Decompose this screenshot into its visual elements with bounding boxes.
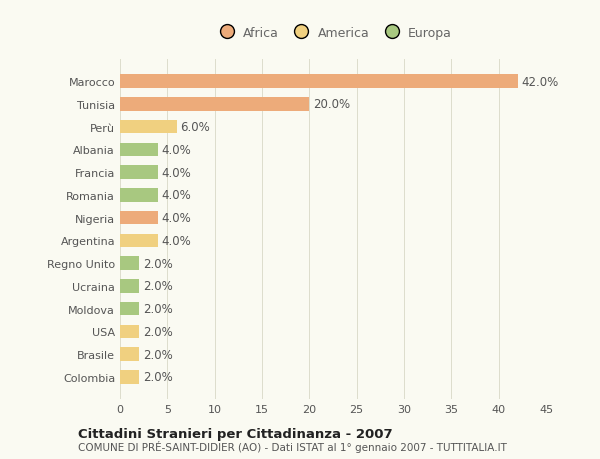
Text: 4.0%: 4.0% <box>161 212 191 224</box>
Text: 2.0%: 2.0% <box>143 325 172 338</box>
Bar <box>120 280 139 293</box>
Text: 42.0%: 42.0% <box>521 75 559 89</box>
Text: 4.0%: 4.0% <box>161 235 191 247</box>
Text: COMUNE DI PRÉ-SAINT-DIDIER (AO) - Dati ISTAT al 1° gennaio 2007 - TUTTITALIA.IT: COMUNE DI PRÉ-SAINT-DIDIER (AO) - Dati I… <box>78 440 507 452</box>
Bar <box>120 121 177 134</box>
Text: 20.0%: 20.0% <box>313 98 350 111</box>
Bar <box>120 370 139 384</box>
Text: 2.0%: 2.0% <box>143 257 172 270</box>
Text: 2.0%: 2.0% <box>143 280 172 293</box>
Bar <box>120 189 158 202</box>
Bar <box>120 347 139 361</box>
Text: 2.0%: 2.0% <box>143 348 172 361</box>
Bar <box>120 211 158 225</box>
Bar <box>120 75 518 89</box>
Bar <box>120 234 158 248</box>
Bar <box>120 302 139 316</box>
Text: 4.0%: 4.0% <box>161 166 191 179</box>
Legend: Africa, America, Europa: Africa, America, Europa <box>209 22 457 45</box>
Bar <box>120 166 158 179</box>
Bar <box>120 325 139 338</box>
Text: 4.0%: 4.0% <box>161 189 191 202</box>
Text: 4.0%: 4.0% <box>161 144 191 157</box>
Text: Cittadini Stranieri per Cittadinanza - 2007: Cittadini Stranieri per Cittadinanza - 2… <box>78 427 392 440</box>
Bar <box>120 98 310 112</box>
Text: 2.0%: 2.0% <box>143 302 172 315</box>
Text: 6.0%: 6.0% <box>181 121 211 134</box>
Bar <box>120 143 158 157</box>
Text: 2.0%: 2.0% <box>143 370 172 384</box>
Bar <box>120 257 139 270</box>
